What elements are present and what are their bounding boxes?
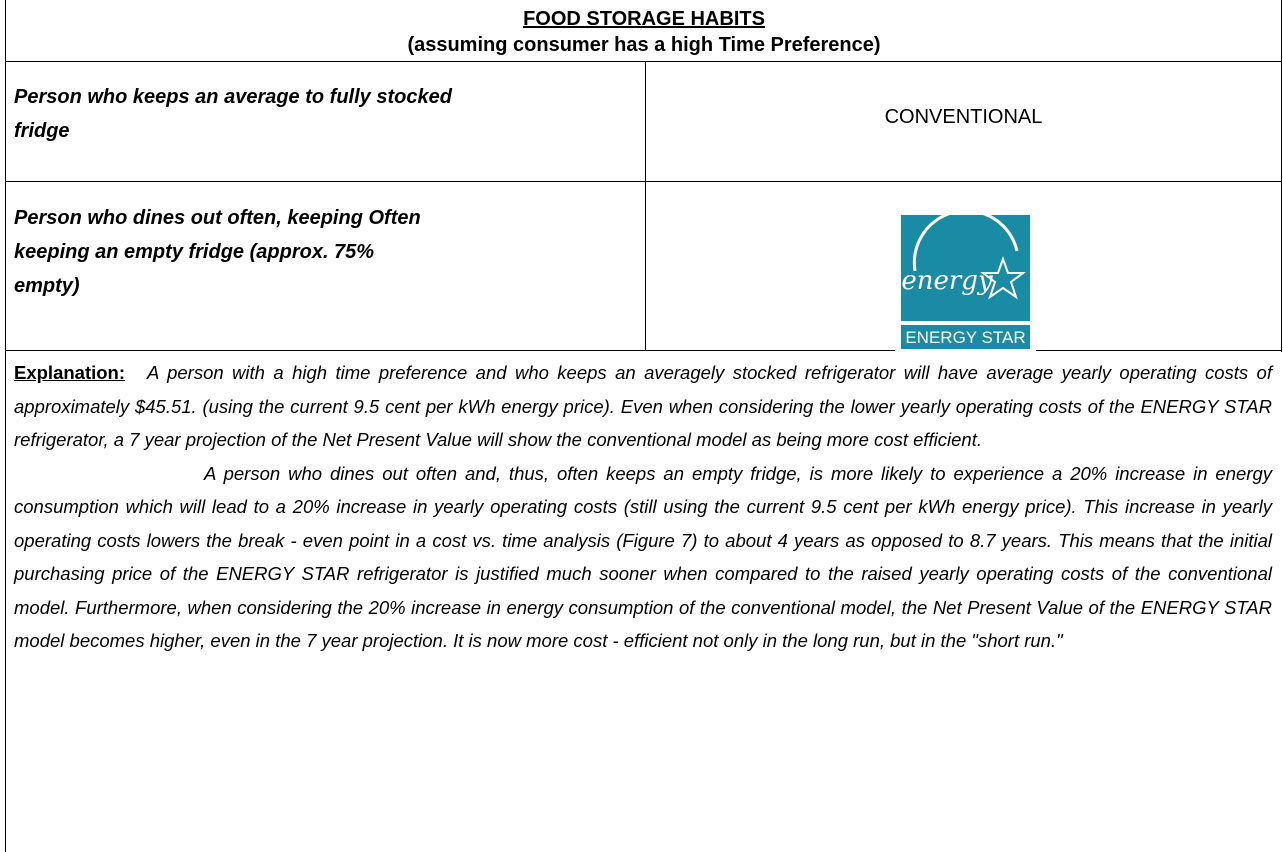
border [1281, 0, 1282, 352]
title: FOOD STORAGE HABITS [523, 8, 765, 30]
paragraph: A person who dines out often and, thus, … [14, 462, 1272, 652]
logo-star [980, 256, 1026, 300]
cell-value: CONVENTIONAL [884, 106, 1043, 128]
explanation-label: Explanation: [14, 362, 126, 383]
explanation: Explanation: A person with a high time pr… [14, 356, 1272, 658]
paragraph: A person with a high time preference and… [14, 362, 1272, 450]
column-divider [645, 62, 646, 351]
row-border [5, 181, 1282, 182]
logo-script: energy [901, 266, 993, 296]
energy-star-logo: energy ENERGY STAR [895, 211, 1036, 351]
row-label: Person who dines out often, keeping Ofte… [14, 207, 421, 297]
subtitle: (assuming consumer has a high Time Prefe… [407, 34, 881, 56]
logo-band [901, 325, 1030, 349]
row-border [5, 350, 1282, 351]
logo-arc [912, 211, 1019, 272]
logo-wordmark: ENERGY STAR [905, 328, 1025, 347]
border [5, 0, 6, 852]
row-label: Person who keeps an average to fully sto… [14, 86, 452, 142]
row-border [5, 61, 1282, 62]
